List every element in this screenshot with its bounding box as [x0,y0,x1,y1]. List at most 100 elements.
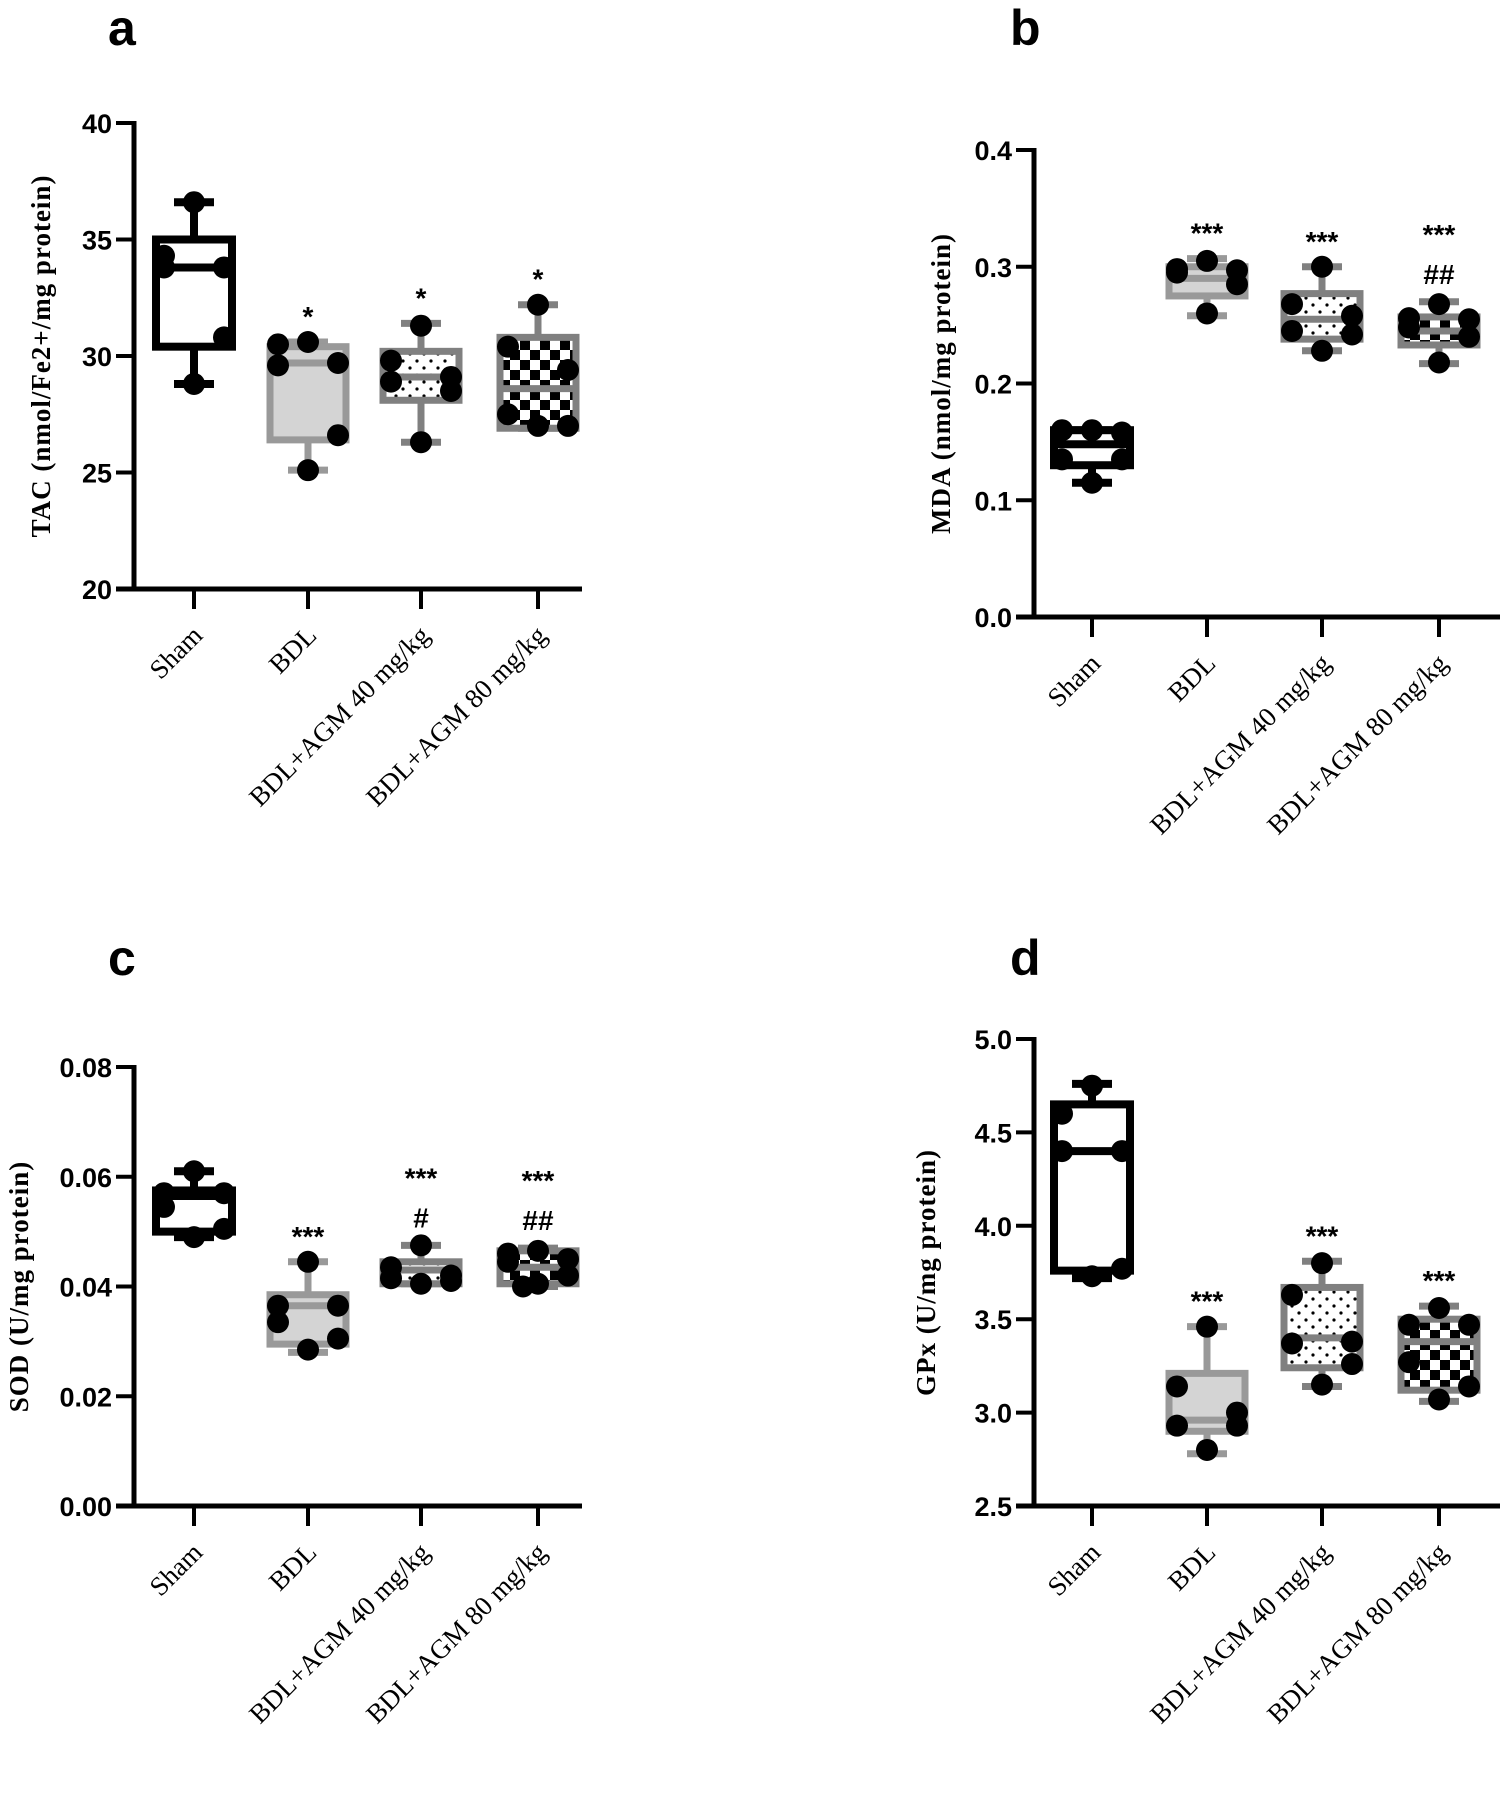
significance-asterisk: *** [1423,219,1456,250]
significance-hash: ## [522,1205,554,1236]
y-tick-label: 5.0 [974,1025,1012,1055]
data-point [1311,1252,1333,1275]
box-group: *** # [379,1162,463,1295]
data-point [1051,1140,1073,1163]
panel-letter: b [1010,0,1041,56]
data-point [183,1226,205,1249]
data-point [440,379,462,402]
data-point [1458,308,1480,331]
data-point [1051,1102,1073,1125]
data-point [213,326,235,349]
data-point [1428,1296,1450,1319]
data-point [1428,293,1450,316]
data-point [297,459,319,482]
data-point [1166,261,1188,284]
data-point [297,1250,319,1273]
significance-asterisk: *** [522,1165,555,1196]
y-tick-label: 0.3 [974,253,1012,283]
panel-letter: a [108,0,137,56]
data-point [297,1338,319,1361]
data-point [183,191,205,214]
data-point [1341,1330,1363,1353]
panel-letter: c [108,930,136,986]
box-group [1050,419,1134,494]
data-point [1081,419,1103,442]
y-tick-label: 30 [82,342,112,372]
data-point [1111,1257,1133,1280]
x-category-label: Sham [1042,648,1107,713]
data-point [557,414,579,437]
significance-asterisk: * [303,301,314,332]
data-point [497,403,519,426]
x-category-label: Sham [144,620,209,685]
data-point [153,1195,175,1218]
y-tick-label: 3.0 [974,1399,1012,1429]
data-point [1226,273,1248,296]
box-group: *** [1397,1265,1481,1411]
y-tick-label: 0.1 [974,486,1012,516]
x-category-label: Sham [1042,1537,1107,1602]
data-point [1111,1140,1133,1163]
data-point [1428,351,1450,374]
x-category-label: BDL [1162,648,1221,707]
data-point [557,358,579,381]
data-point [1311,255,1333,278]
y-tick-label: 0.02 [59,1382,112,1412]
box-group: *** [1280,226,1364,362]
data-point [213,1182,235,1205]
box-group [1050,1074,1134,1288]
data-point [183,372,205,395]
box-group: *** [1165,218,1249,325]
box-group: *** [266,1221,350,1361]
box-group: * [379,282,463,454]
y-axis-label: MDA (nmol/mg protein) [926,233,956,534]
x-category-label: BDL [263,1537,322,1596]
x-category-label: Sham [144,1537,209,1602]
data-point [267,333,289,356]
data-point [1111,421,1133,444]
data-point [1458,1313,1480,1336]
data-point [1226,1414,1248,1437]
y-tick-label: 2.5 [974,1492,1012,1522]
y-tick-label: 4.5 [974,1118,1012,1148]
significance-asterisk: *** [1191,218,1224,249]
y-tick-label: 0.0 [974,603,1012,633]
panel-letter: d [1010,930,1041,986]
data-point [527,293,549,316]
data-point [153,256,175,279]
data-point [1081,1074,1103,1097]
data-point [380,1267,402,1290]
significance-hash: # [413,1202,429,1233]
x-category-label: BDL [1162,1537,1221,1596]
y-tick-label: 20 [82,575,112,605]
y-axis-label: GPx (U/mg protein) [911,1149,941,1396]
data-point [527,1239,549,1262]
data-point [1081,471,1103,494]
box-group: *** ## [496,1165,580,1298]
data-point [1341,323,1363,346]
y-tick-label: 0.04 [59,1273,112,1303]
significance-asterisk: *** [1306,226,1339,257]
y-tick-label: 40 [82,109,112,139]
box-group [152,1160,236,1249]
y-tick-label: 25 [82,459,112,489]
box-group: *** [1280,1220,1364,1396]
box-group: *** [1165,1286,1249,1461]
data-point [1311,339,1333,362]
data-point [1341,304,1363,327]
data-point [410,1272,432,1295]
box-group: *** ## [1397,219,1481,374]
y-tick-label: 0.00 [59,1492,112,1522]
data-point [380,370,402,393]
data-point [1398,1351,1420,1374]
panel-d: d 2.5 3.0 3.5 4.0 4.5 5.0 GPx (U/mg protein) Sha… [911,930,1500,1729]
panel-c: c 0.00 0.02 0.04 0.06 0.08 SOD (U/mg protein) S… [4,930,582,1729]
data-point [267,1311,289,1334]
data-point [297,331,319,354]
data-point [1281,1283,1303,1306]
data-point [497,335,519,358]
data-point [1281,1332,1303,1355]
y-axis-label: SOD (U/mg protein) [4,1161,34,1413]
data-point [327,1294,349,1317]
